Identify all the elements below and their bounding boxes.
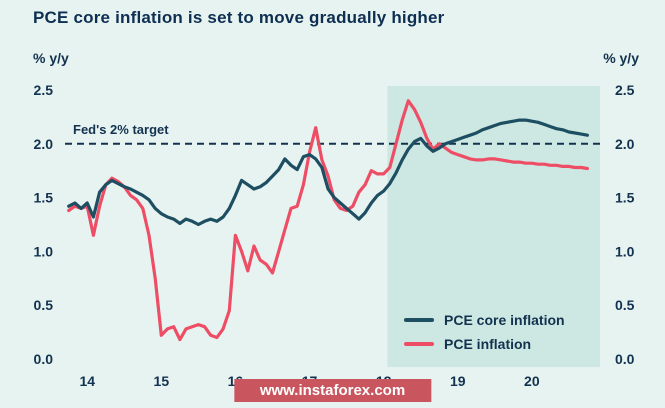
legend: PCE core inflation PCE inflation — [404, 312, 565, 352]
legend-label-headline: PCE inflation — [444, 336, 532, 352]
y-tick-label-left: 2.5 — [34, 82, 54, 98]
watermark-banner: www.instaforex.com — [233, 379, 432, 402]
x-tick-label: 20 — [524, 373, 540, 389]
y-axis-unit-right: % y/y — [603, 50, 639, 66]
legend-swatch-core-line — [404, 318, 434, 322]
y-tick-label-left: 2.0 — [34, 136, 54, 152]
series-line-pce-core-inflation — [67, 118, 590, 227]
x-tick-label: 15 — [154, 373, 170, 389]
y-axis-unit-left: % y/y — [33, 50, 69, 66]
y-tick-label-right: 0.5 — [615, 297, 635, 313]
chart-title: PCE core inflation is set to move gradua… — [33, 8, 445, 27]
legend-item-core: PCE core inflation — [404, 312, 565, 328]
x-tick-label: 14 — [79, 373, 95, 389]
y-tick-label-right: 2.5 — [615, 82, 635, 98]
fed-target-label: Fed's 2% target — [73, 122, 169, 137]
y-tick-label-right: 1.0 — [615, 243, 635, 259]
y-tick-label-left: 1.0 — [34, 243, 54, 259]
legend-label-core: PCE core inflation — [444, 312, 565, 328]
y-tick-label-right: 1.5 — [615, 190, 635, 206]
y-tick-label-left: 0.5 — [34, 297, 54, 313]
y-tick-label-left: 1.5 — [34, 190, 54, 206]
y-tick-label-right: 2.0 — [615, 136, 635, 152]
y-tick-label-right: 0.0 — [615, 351, 635, 367]
legend-item-headline: PCE inflation — [404, 336, 565, 352]
series-line-pce-inflation — [67, 99, 590, 342]
legend-swatch-headline-line — [404, 342, 434, 346]
x-tick-label: 19 — [450, 373, 466, 389]
y-tick-label-left: 0.0 — [34, 351, 54, 367]
